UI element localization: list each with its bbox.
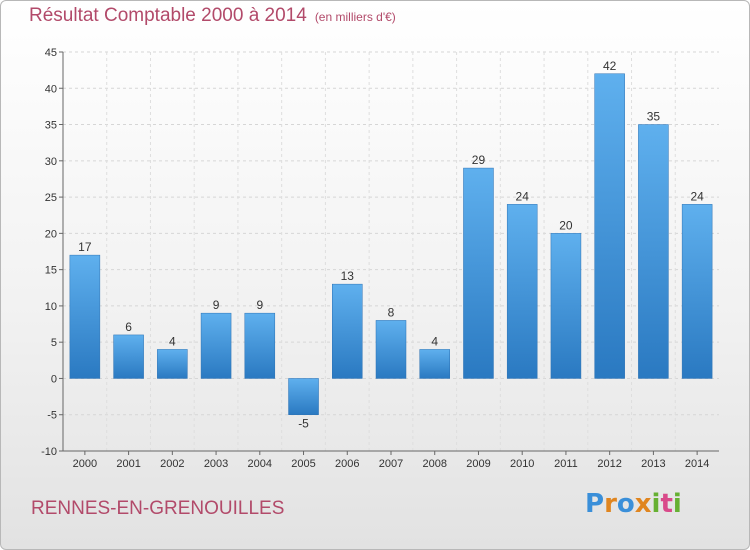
bar-2005 [288, 378, 319, 415]
city-name: RENNES-EN-GRENOUILLES [31, 498, 285, 519]
logo-letter: o [616, 489, 635, 519]
x-tick-label-2001: 2001 [116, 458, 140, 470]
y-tick-label: 40 [45, 83, 57, 95]
bar-2000 [69, 254, 101, 379]
y-tick-label: 10 [45, 301, 57, 313]
value-label-2008: 4 [431, 334, 438, 348]
x-tick-label-2008: 2008 [422, 458, 446, 470]
value-label-2000: 17 [78, 240, 92, 254]
y-tick-label: 45 [45, 47, 57, 59]
bar-2001 [113, 334, 144, 379]
logo-letter: P [585, 489, 605, 519]
y-tick-label: 35 [45, 120, 57, 132]
proxiti-logo[interactable]: Proxiti [585, 489, 682, 519]
x-tick-label-2012: 2012 [597, 458, 621, 470]
value-label-2009: 29 [472, 153, 486, 167]
x-tick-label-2005: 2005 [291, 458, 315, 470]
value-label-2003: 9 [213, 298, 220, 312]
bar-2009 [463, 167, 494, 379]
bar-2012 [594, 73, 625, 379]
y-tick-label: 25 [45, 192, 57, 204]
value-label-2011: 20 [559, 218, 573, 232]
value-label-2013: 35 [647, 110, 661, 124]
bar-2008 [419, 349, 450, 379]
x-tick-label-2010: 2010 [510, 458, 534, 470]
y-tick-label: 5 [51, 337, 57, 349]
x-tick-label-2014: 2014 [685, 458, 709, 470]
y-tick-label: 30 [45, 156, 57, 168]
axes: -10 -5 0 5 10 15 20 25 30 35 40 45 2000 2001 2002 2003 2… [41, 47, 719, 470]
bar-2003 [200, 312, 232, 379]
logo-letter: x [634, 489, 652, 519]
bars [69, 73, 713, 415]
value-label-2014: 24 [690, 189, 704, 203]
value-labels: 17 6 4 9 9 -5 13 8 4 29 24 20 42 35 24 [78, 59, 704, 431]
y-tick-label: 20 [45, 228, 57, 240]
y-tick-label: 0 [51, 373, 57, 385]
bar-2004 [244, 312, 276, 379]
value-label-2012: 42 [603, 59, 617, 73]
y-tick-label: -5 [47, 410, 57, 422]
x-tick-label-2003: 2003 [204, 458, 228, 470]
value-label-2006: 13 [341, 269, 355, 283]
logo-letter: i [651, 489, 661, 519]
value-label-2002: 4 [169, 334, 176, 348]
chart-title: Résultat Comptable 2000 à 2014 (en millie… [29, 5, 396, 27]
bar-2007 [375, 320, 407, 379]
logo-letter: t [660, 489, 673, 519]
x-tick-label-2004: 2004 [248, 458, 272, 470]
chart-title-text: Résultat Comptable 2000 à 2014 [29, 5, 307, 26]
bar-2010 [506, 204, 538, 379]
logo-letter: i [672, 489, 682, 519]
x-tick-label-2000: 2000 [73, 458, 97, 470]
x-tick-label-2009: 2009 [466, 458, 490, 470]
logo-letter: r [604, 489, 617, 519]
value-label-2010: 24 [516, 189, 530, 203]
x-tick-label-2013: 2013 [641, 458, 665, 470]
value-label-2007: 8 [388, 305, 395, 319]
x-tick-label-2006: 2006 [335, 458, 359, 470]
chart-subtitle: (en milliers d'€) [314, 10, 396, 24]
value-label-2005: -5 [298, 417, 309, 431]
y-tick-label: -10 [41, 446, 57, 458]
value-label-2001: 6 [125, 320, 132, 334]
bar-2011 [550, 233, 582, 379]
value-label-2004: 9 [256, 298, 263, 312]
bar-2013 [638, 124, 669, 379]
bar-2002 [157, 349, 188, 379]
bar-2006 [332, 283, 363, 379]
x-tick-label-2007: 2007 [379, 458, 403, 470]
bar-2014 [681, 204, 713, 379]
x-tick-label-2011: 2011 [554, 458, 578, 470]
y-tick-label: 15 [45, 265, 57, 277]
x-tick-label-2002: 2002 [160, 458, 184, 470]
